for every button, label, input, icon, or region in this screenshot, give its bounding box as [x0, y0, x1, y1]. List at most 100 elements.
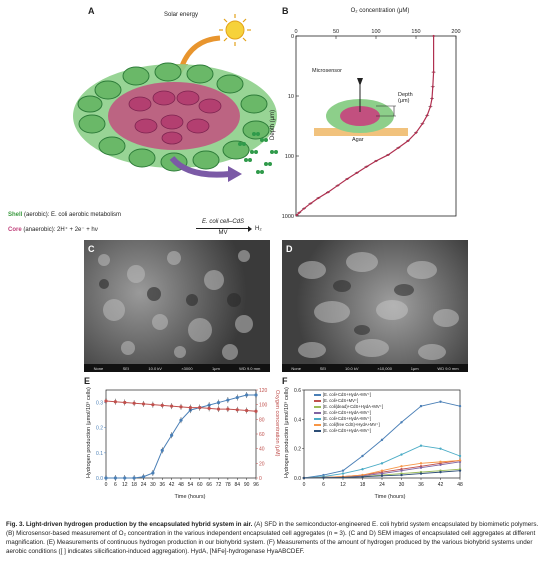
e-ytick-left-label: 0.2: [96, 426, 103, 432]
panel-d-label: D: [286, 244, 293, 254]
f-xtick-label: 6: [322, 482, 325, 488]
biohybrid-h2-chart: 0 6 12 18 24 30 36 42 48 0.0 0.2 0.4 0.6: [294, 388, 463, 488]
e-series-right-point: [160, 403, 164, 407]
b-xlabel: O₂ concentration (μM): [350, 8, 410, 14]
shell-description: Shell (aerobic): E. coli aerobic metabol…: [8, 212, 122, 218]
f-legend-label: [E. coli+CdS+HydA+MV⁺]: [323, 428, 371, 433]
e-series-left-point: [151, 471, 155, 475]
e-xtick-label: 66: [206, 482, 212, 488]
e-xtick-label: 48: [178, 482, 184, 488]
f-series-0-point: [439, 400, 442, 403]
b-data-point: [374, 159, 378, 163]
f-ytick-label: 0.2: [294, 447, 301, 453]
depth-label: Depth (μm): [398, 92, 413, 105]
f-series-5-point: [458, 459, 462, 462]
f-legend-swatch: [314, 418, 321, 420]
reaction-arrowhead: [248, 225, 252, 232]
f-legend-swatch: [314, 406, 321, 408]
e-ytick-left-label: 0.3: [96, 401, 103, 407]
panel-b-label: B: [282, 6, 289, 16]
sem-image-d: None SEI 10.0 kV ×10,000 1μm WD 9.0 mm: [282, 240, 468, 372]
f-legend-swatch: [314, 430, 321, 432]
b-data-point: [295, 213, 298, 217]
f-legend-item: [E. coli+CdS+MV⁺]: [314, 398, 383, 404]
sem-image-c: None SEI 10.0 kV ×3000 1μm WD 9.0 mm: [84, 240, 270, 372]
b-data-point: [432, 71, 435, 74]
encapsulation-diagram: [73, 14, 278, 182]
b-data-point: [386, 153, 390, 157]
solar-energy-label: Solar energy: [164, 12, 199, 18]
f-xtick-label: 36: [418, 482, 424, 488]
f-series-6-point: [302, 476, 306, 480]
f-series-4-point: [439, 447, 442, 450]
e-series-left-point: [207, 403, 211, 407]
reaction-arrow: [196, 228, 250, 229]
f-legend-label: [E. coli+CdS+HydA+MV⁺]: [323, 416, 371, 421]
e-series-right-point: [170, 404, 174, 408]
f-series-4-point: [400, 453, 403, 456]
e-xtick-label: 36: [159, 482, 165, 488]
f-series-4-point: [380, 462, 384, 465]
b-ytick-label: 10: [288, 94, 294, 100]
b-data-point: [298, 211, 301, 214]
f-ytick-label: 0.4: [294, 417, 301, 423]
e-series-left-point: [123, 476, 127, 480]
b-data-point: [355, 171, 358, 174]
f-legend-label: [E. coli(dead)+CdS+HydA+MV⁺]: [323, 404, 384, 409]
continuous-h2-chart: 0 6 12 18 24 30 36 42 48 54 60 66 72 78 84 90 960.00.10.…: [96, 388, 268, 488]
e-series-right-point: [123, 400, 127, 405]
f-legend-swatch: [314, 394, 321, 396]
e-xtick-label: 12: [122, 482, 128, 488]
caption-title: Light-driven hydrogen production by the …: [25, 521, 253, 528]
f-xtick-label: 24: [379, 482, 385, 488]
f-series-4-point: [419, 444, 423, 447]
microsensor-inset: [314, 78, 408, 136]
e-ytick-right-label: 120: [259, 388, 268, 394]
e-xtick-label: 18: [131, 482, 137, 488]
e-series-right-point: [179, 405, 183, 409]
b-data-point: [426, 114, 429, 117]
f-series-0-point: [361, 454, 364, 458]
e-series-right-point: [132, 401, 136, 405]
e-series-right-point: [104, 399, 108, 403]
e-series-left-point: [245, 393, 249, 397]
e-series-right-point: [207, 406, 211, 410]
sem-texture-c: [98, 250, 253, 360]
f-series-4-point: [458, 454, 462, 458]
panel-f-label: F: [282, 376, 288, 386]
b-data-point: [430, 97, 434, 100]
f-series-5-point: [439, 460, 442, 464]
b-data-point: [317, 196, 320, 200]
panel-e-label: E: [84, 376, 91, 386]
f-series-0-point: [419, 404, 423, 408]
f-series-6-point: [380, 474, 384, 477]
f-legend-swatch: [314, 424, 321, 426]
f-legend: [E. coli+CdS+HydA+MV⁺] [E. coli+CdS+MV⁺][…: [314, 392, 383, 434]
b-data-point: [429, 105, 432, 108]
b-data-point: [397, 146, 400, 149]
f-legend-swatch: [314, 412, 321, 414]
b-data-point: [406, 139, 410, 142]
b-o2-series-line: [296, 36, 435, 216]
e-series-left-point: [113, 476, 117, 480]
sun-icon: [219, 14, 251, 46]
reaction-product: H₂: [255, 226, 262, 232]
f-series-6-point: [341, 476, 345, 479]
b-data-point: [414, 131, 418, 134]
b-xtick-label: 50: [333, 29, 339, 35]
f-xtick-label: 12: [340, 482, 346, 488]
caption-body: (A) SFD in the semiconductor-engineered …: [6, 521, 539, 556]
e-xtick-label: 42: [169, 482, 175, 488]
e-xtick-label: 24: [141, 482, 147, 488]
f-legend-item: [E. coli+CdS+HydA+MV⁺]: [314, 392, 383, 398]
e-ylabel-right: Oxygen concentration (μM): [274, 390, 280, 457]
b-data-point: [365, 165, 368, 168]
e-xtick-label: 6: [114, 482, 117, 488]
f-legend-item: [E. coli(dead)+CdS+HydA+MV⁺]: [314, 404, 383, 410]
f-legend-label: [E. coli+CdS+HydA+MV⁺]: [323, 410, 371, 415]
e-series-right-point: [254, 409, 258, 413]
e-xtick-label: 78: [225, 482, 231, 488]
b-ytick-label: 1000: [282, 214, 294, 220]
e-series-right-point: [188, 406, 192, 410]
e-xtick-label: 54: [188, 482, 194, 488]
